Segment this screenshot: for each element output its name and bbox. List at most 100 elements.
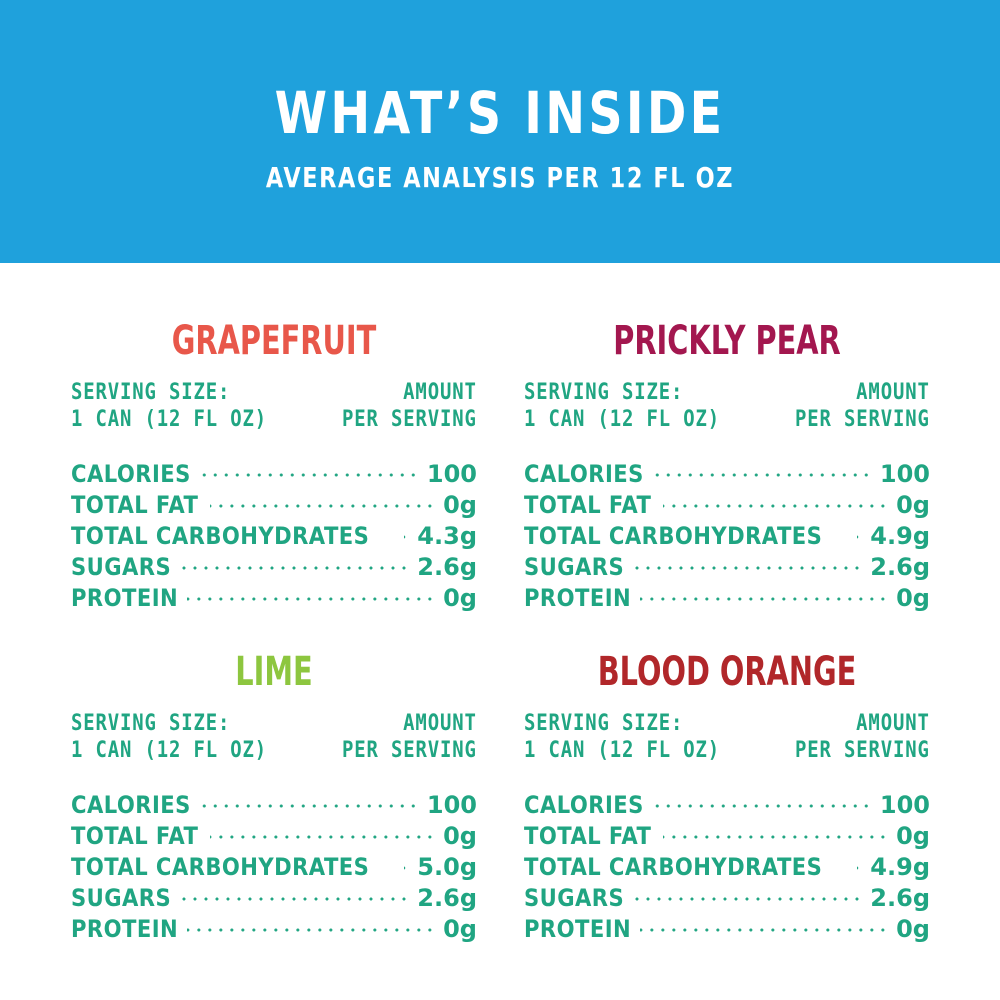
dot-leader <box>857 534 863 539</box>
dot-leader <box>186 596 436 601</box>
serving-size-label: SERVING SIZE: <box>71 380 231 405</box>
per-serving-label: PER SERVING <box>795 407 930 432</box>
serving-size: SERVING SIZE: 1 CAN (12 FL OZ) <box>71 710 267 764</box>
nutrient-row: SUGARS 2.6g <box>71 883 477 914</box>
nutrient-row: TOTAL FAT 0g <box>71 490 477 521</box>
dot-leader <box>404 865 410 870</box>
nutrient-value: 2.6g <box>870 553 930 581</box>
amount-per-serving: AMOUNT PER SERVING <box>795 379 930 433</box>
serving-info: SERVING SIZE: 1 CAN (12 FL OZ) AMOUNT PE… <box>524 379 930 435</box>
amount-per-serving: AMOUNT PER SERVING <box>342 710 477 764</box>
serving-size: SERVING SIZE: 1 CAN (12 FL OZ) <box>71 379 267 433</box>
nutrient-row: CALORIES 100 <box>524 459 930 490</box>
nutrient-row: CALORIES 100 <box>71 790 477 821</box>
dot-leader <box>662 503 889 508</box>
nutrient-name: SUGARS <box>524 884 625 912</box>
amount-per-serving: AMOUNT PER SERVING <box>342 379 477 433</box>
nutrient-row: PROTEIN 0g <box>524 583 930 614</box>
amount-per-serving: AMOUNT PER SERVING <box>795 710 930 764</box>
serving-info: SERVING SIZE: 1 CAN (12 FL OZ) AMOUNT PE… <box>71 710 477 766</box>
serving-size-value: 1 CAN (12 FL OZ) <box>71 738 268 763</box>
nutrient-row: TOTAL FAT 0g <box>524 490 930 521</box>
nutrient-name: PROTEIN <box>524 915 632 943</box>
nutrient-row: SUGARS 2.6g <box>71 552 477 583</box>
nutrient-row: CALORIES 100 <box>524 790 930 821</box>
serving-info: SERVING SIZE: 1 CAN (12 FL OZ) AMOUNT PE… <box>524 710 930 766</box>
nutrient-name: CALORIES <box>524 460 644 488</box>
nutrient-name: TOTAL CARBOHYDRATES <box>71 853 370 881</box>
serving-size-value: 1 CAN (12 FL OZ) <box>524 738 721 763</box>
nutrient-name: SUGARS <box>71 884 172 912</box>
nutrient-list: CALORIES 100 TOTAL FAT 0g TOTAL CARBOHYD… <box>71 790 477 945</box>
dot-leader <box>631 565 863 570</box>
dot-leader <box>857 865 863 870</box>
dot-leader <box>654 472 872 477</box>
nutrient-name: CALORIES <box>71 460 191 488</box>
nutrient-row: TOTAL CARBOHYDRATES 5.0g <box>71 852 477 883</box>
flavor-title: BLOOD ORANGE <box>597 649 857 695</box>
dot-leader <box>654 803 872 808</box>
nutrient-name: PROTEIN <box>71 915 179 943</box>
flavor-title: PRICKLY PEAR <box>613 318 841 364</box>
nutrient-name: TOTAL FAT <box>71 491 199 519</box>
nutrient-name: CALORIES <box>71 791 191 819</box>
header-banner: WHAT’S INSIDE AVERAGE ANALYSIS PER 12 FL… <box>0 0 1000 263</box>
dot-leader <box>404 534 410 539</box>
flavor-title: LIME <box>235 649 313 695</box>
serving-size-label: SERVING SIZE: <box>71 711 231 736</box>
page-subtitle: AVERAGE ANALYSIS PER 12 FL OZ <box>265 161 735 194</box>
nutrient-name: TOTAL CARBOHYDRATES <box>524 853 823 881</box>
serving-size-value: 1 CAN (12 FL OZ) <box>71 407 268 432</box>
nutrient-row: TOTAL CARBOHYDRATES 4.9g <box>524 852 930 883</box>
nutrient-row: TOTAL CARBOHYDRATES 4.9g <box>524 521 930 552</box>
nutrient-row: SUGARS 2.6g <box>524 883 930 914</box>
dot-leader <box>186 927 436 932</box>
dot-leader <box>178 565 410 570</box>
dot-leader <box>178 896 410 901</box>
nutrient-value: 4.9g <box>870 522 930 550</box>
dot-leader <box>201 472 419 477</box>
nutrient-name: TOTAL CARBOHYDRATES <box>524 522 823 550</box>
nutrient-name: TOTAL CARBOHYDRATES <box>71 522 370 550</box>
dot-leader <box>639 927 889 932</box>
nutrient-row: TOTAL FAT 0g <box>71 821 477 852</box>
dot-leader <box>209 834 436 839</box>
nutrient-value: 2.6g <box>417 553 477 581</box>
dot-leader <box>639 596 889 601</box>
nutrient-value: 0g <box>896 822 930 850</box>
nutrient-value: 2.6g <box>417 884 477 912</box>
nutrient-row: CALORIES 100 <box>71 459 477 490</box>
nutrient-value: 0g <box>896 491 930 519</box>
per-serving-label: PER SERVING <box>342 407 477 432</box>
serving-size: SERVING SIZE: 1 CAN (12 FL OZ) <box>524 379 720 433</box>
serving-size-label: SERVING SIZE: <box>524 380 684 405</box>
nutrient-value: 100 <box>879 791 930 819</box>
per-serving-label: PER SERVING <box>342 738 477 763</box>
nutrient-row: SUGARS 2.6g <box>524 552 930 583</box>
serving-info: SERVING SIZE: 1 CAN (12 FL OZ) AMOUNT PE… <box>71 379 477 435</box>
dot-leader <box>201 803 419 808</box>
nutrient-row: TOTAL CARBOHYDRATES 4.3g <box>71 521 477 552</box>
nutrient-name: PROTEIN <box>71 584 179 612</box>
serving-size: SERVING SIZE: 1 CAN (12 FL OZ) <box>524 710 720 764</box>
nutrient-name: SUGARS <box>524 553 625 581</box>
per-serving-label: PER SERVING <box>795 738 930 763</box>
nutrient-value: 0g <box>443 822 477 850</box>
nutrient-value: 0g <box>443 584 477 612</box>
nutrient-name: SUGARS <box>71 553 172 581</box>
nutrient-row: PROTEIN 0g <box>71 914 477 945</box>
nutrient-name: TOTAL FAT <box>71 822 199 850</box>
nutrient-row: PROTEIN 0g <box>71 583 477 614</box>
nutrient-value: 4.3g <box>417 522 477 550</box>
nutrient-value: 100 <box>426 791 477 819</box>
nutrient-name: PROTEIN <box>524 584 632 612</box>
nutrient-value: 0g <box>896 584 930 612</box>
nutrient-value: 100 <box>879 460 930 488</box>
page-title: WHAT’S INSIDE <box>274 79 726 147</box>
amount-label: AMOUNT <box>856 380 930 405</box>
flavor-title: GRAPEFRUIT <box>171 318 377 364</box>
nutrient-value: 4.9g <box>870 853 930 881</box>
nutrient-name: TOTAL FAT <box>524 491 652 519</box>
nutrient-value: 2.6g <box>870 884 930 912</box>
nutrient-value: 0g <box>443 491 477 519</box>
